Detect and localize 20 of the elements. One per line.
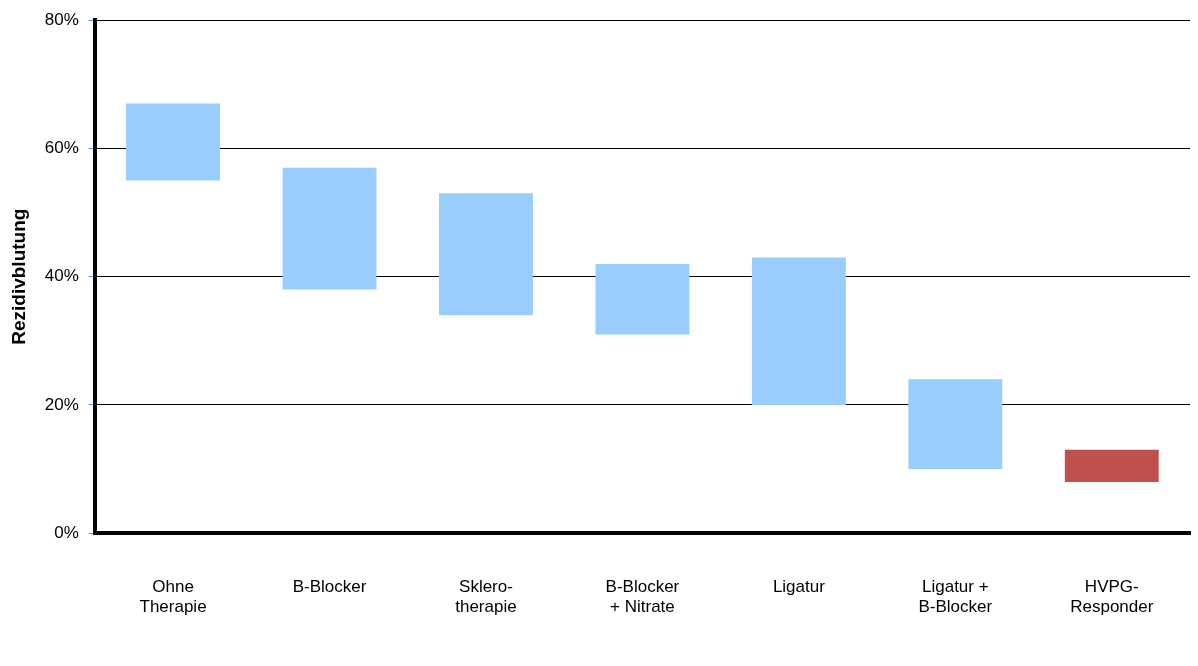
- x-tick-label: HVPG- Responder: [1070, 577, 1154, 617]
- y-axis-title: Rezidivblutung: [7, 208, 29, 345]
- bar: [439, 193, 533, 316]
- y-tick-label: 40%: [44, 266, 79, 286]
- bar: [282, 167, 377, 290]
- x-tick-label: B-Blocker: [292, 577, 367, 597]
- bar: [751, 257, 846, 405]
- bar: [126, 103, 220, 181]
- y-tick-label: 0%: [54, 522, 79, 542]
- x-tick-label: Ligatur: [772, 577, 826, 597]
- bar: [908, 379, 1003, 470]
- x-tick-label: Ohne Therapie: [139, 577, 207, 617]
- y-tick-label: 80%: [44, 9, 79, 29]
- x-tick-label: Ligatur + B-Blocker: [918, 577, 993, 617]
- x-tick-label: B-Blocker + Nitrate: [605, 577, 680, 617]
- bar: [1064, 449, 1159, 482]
- y-tick-label: 20%: [44, 394, 79, 414]
- y-tick-label: 60%: [44, 138, 79, 158]
- x-tick-label: Sklero- therapie: [455, 577, 517, 617]
- bar: [595, 263, 690, 335]
